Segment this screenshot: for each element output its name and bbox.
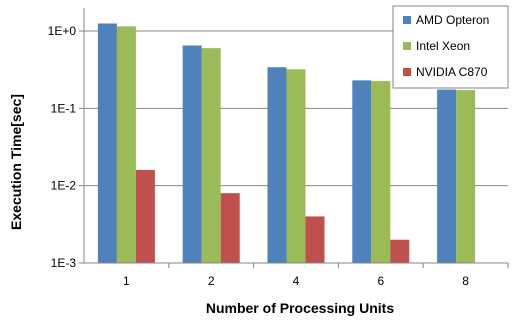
- legend-box: [392, 5, 509, 89]
- x-tick-label: 1: [123, 274, 130, 288]
- bar-intel-xeon-4: [286, 69, 306, 263]
- bar-intel-xeon-8: [456, 90, 476, 263]
- y-axis-title: Execution Time[sec]: [8, 94, 24, 230]
- bar-intel-xeon-2: [201, 48, 221, 263]
- y-tick-label: 1E+0: [48, 24, 77, 38]
- x-tick-labels: 1 2 4 6 8: [123, 274, 469, 288]
- x-tick-label: 2: [208, 274, 215, 288]
- legend-label: AMD Opteron: [416, 13, 489, 27]
- legend-label: NVIDIA C870: [416, 65, 488, 79]
- legend-swatch: [403, 16, 411, 24]
- legend: AMD Opteron Intel Xeon NVIDIA C870: [392, 5, 509, 89]
- bar-amd-opteron-1: [97, 23, 117, 263]
- x-tick-label: 6: [377, 274, 384, 288]
- bar-nvidia-c870-4: [305, 216, 325, 263]
- x-tick-label: 4: [293, 274, 300, 288]
- legend-swatch: [403, 68, 411, 76]
- x-tick-label: 8: [462, 274, 469, 288]
- bars: [97, 23, 476, 264]
- bar-nvidia-c870-1: [135, 169, 155, 263]
- bar-nvidia-c870-2: [220, 193, 240, 263]
- y-tick-label: 1E-2: [51, 179, 77, 193]
- bar-amd-opteron-2: [182, 45, 202, 263]
- axes: [79, 8, 509, 268]
- bar-nvidia-c870-6: [390, 239, 410, 263]
- x-axis-title: Number of Processing Units: [206, 300, 394, 316]
- legend-label: Intel Xeon: [416, 39, 470, 53]
- bar-amd-opteron-6: [352, 80, 372, 263]
- y-tick-label: 1E-3: [51, 256, 77, 270]
- bar-intel-xeon-6: [371, 81, 391, 263]
- legend-swatch: [403, 42, 411, 50]
- y-tick-labels: 1E+0 1E-1 1E-2 1E-3: [48, 24, 77, 270]
- bar-amd-opteron-8: [437, 89, 457, 263]
- y-tick-label: 1E-1: [51, 101, 77, 115]
- bar-intel-xeon-1: [116, 26, 136, 264]
- bar-amd-opteron-4: [267, 67, 287, 263]
